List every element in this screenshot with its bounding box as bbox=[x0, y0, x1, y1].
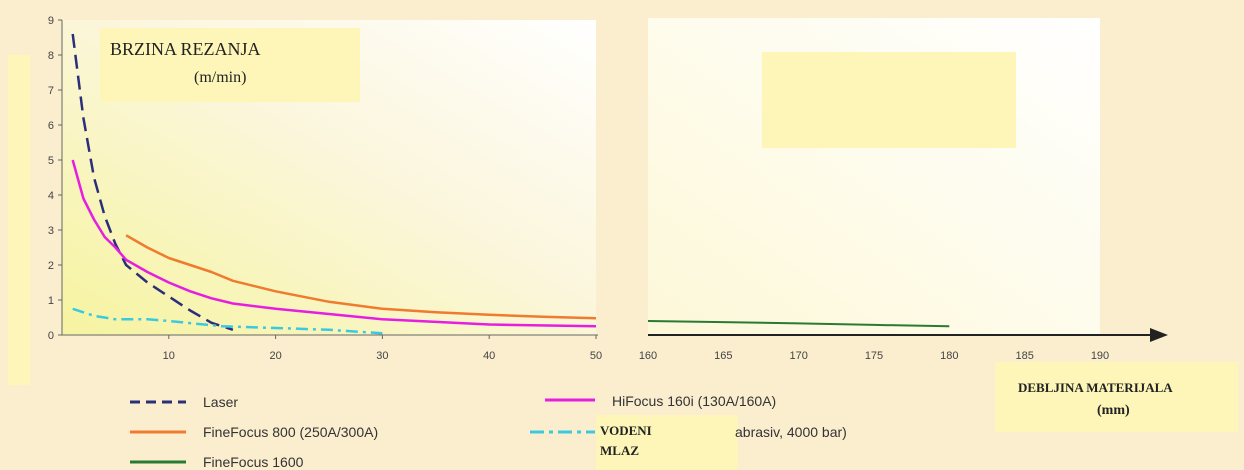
series-line-2 bbox=[125, 234, 597, 320]
y-tick-label: 4 bbox=[48, 190, 54, 202]
legend-label-vodeni-mlaz: VODENI MLAZ bbox=[600, 423, 652, 458]
right-x-tick-label: 190 bbox=[1091, 350, 1109, 362]
series-line-3 bbox=[647, 320, 950, 328]
y-tick-label: 5 bbox=[48, 155, 54, 167]
legend-label-vodeni-mlaz-suffix: abrasiv, 4000 bar) bbox=[735, 424, 847, 440]
y-tick-label: 3 bbox=[48, 225, 54, 237]
vodeni-mlaz-box bbox=[596, 415, 738, 470]
legend-label-finefocus-1600: FineFocus 1600 bbox=[203, 454, 304, 470]
y-tick-label: 2 bbox=[48, 260, 54, 272]
series-line-4 bbox=[72, 307, 383, 335]
x-tick-label: 50 bbox=[590, 350, 602, 362]
series-line-1 bbox=[71, 159, 597, 328]
x-tick-label: 30 bbox=[376, 350, 388, 362]
y-tick-label: 1 bbox=[48, 295, 54, 307]
y-axis-label-box bbox=[8, 55, 30, 385]
y-tick-label: 0 bbox=[48, 330, 54, 342]
y-tick-label: 7 bbox=[48, 85, 54, 97]
right-x-tick-label: 170 bbox=[789, 350, 807, 362]
right-x-tick-label: 185 bbox=[1015, 350, 1033, 362]
title-box bbox=[100, 28, 360, 102]
x-axis-arrow bbox=[1150, 328, 1168, 342]
x-axis-label: DEBLJINA MATERIJALA bbox=[1018, 380, 1173, 395]
y-tick-label: 8 bbox=[48, 50, 54, 62]
right-overlay-box bbox=[762, 52, 1016, 148]
x-tick-label: 10 bbox=[163, 350, 175, 362]
right-x-tick-label: 165 bbox=[714, 350, 732, 362]
right-x-tick-label: 180 bbox=[940, 350, 958, 362]
x-axis-label-unit: (mm) bbox=[1097, 403, 1130, 418]
legend-label-laser: Laser bbox=[203, 394, 238, 410]
right-x-tick-label: 160 bbox=[639, 350, 657, 362]
legend-label-hifocus: HiFocus 160i (130A/160A) bbox=[612, 393, 776, 409]
y-tick-label: 6 bbox=[48, 120, 54, 132]
x-tick-label: 20 bbox=[269, 350, 281, 362]
legend-label-finefocus-800: FineFocus 800 (250A/300A) bbox=[203, 424, 378, 440]
right-x-tick-label: 175 bbox=[865, 350, 883, 362]
chart-title: BRZINA REZANJA bbox=[110, 39, 261, 59]
chart-title-unit: (m/min) bbox=[194, 69, 246, 86]
x-tick-label: 40 bbox=[483, 350, 495, 362]
xlabel-box bbox=[995, 362, 1238, 432]
y-tick-label: 9 bbox=[48, 15, 54, 27]
series-line-0 bbox=[71, 33, 234, 331]
